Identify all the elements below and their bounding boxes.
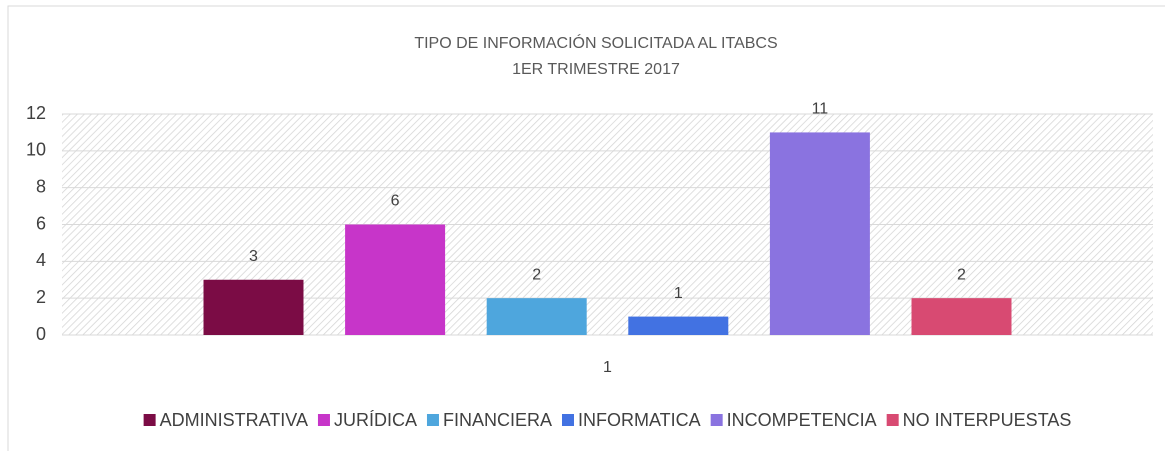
y-tick-label: 4 (36, 250, 46, 270)
bar (486, 298, 587, 335)
legend-label: NO INTERPUESTAS (903, 410, 1072, 430)
legend-label: JURÍDICA (334, 410, 417, 430)
y-tick-label: 2 (36, 287, 46, 307)
y-tick-label: 12 (26, 103, 46, 123)
chart-subtitle: 1ER TRIMESTRE 2017 (512, 61, 680, 78)
data-label: 6 (391, 193, 400, 210)
chart-title: TIPO DE INFORMACIÓN SOLICITADA AL ITABCS (414, 33, 777, 52)
legend-swatch (426, 414, 439, 426)
y-tick-label: 8 (36, 176, 46, 196)
y-tick-label: 0 (36, 324, 46, 344)
data-label: 3 (249, 248, 258, 265)
chart-border (7, 5, 1165, 451)
data-label: 1 (674, 285, 683, 302)
bar (911, 298, 1012, 335)
legend-swatch (317, 414, 330, 426)
y-tick-label: 10 (26, 140, 46, 160)
legend-swatch (561, 414, 574, 426)
legend-label: FINANCIERA (443, 410, 552, 430)
data-label: 2 (957, 266, 966, 283)
legend-swatch (886, 414, 899, 426)
x-tick-label: 1 (603, 359, 612, 376)
bar (628, 316, 729, 335)
legend-label: ADMINISTRATIVA (160, 410, 308, 430)
y-tick-label: 6 (36, 213, 46, 233)
bar (769, 132, 870, 335)
legend-swatch (143, 414, 156, 426)
legend-label: INCOMPETENCIA (727, 410, 877, 430)
bar (345, 224, 446, 335)
legend-label: INFORMATICA (578, 410, 701, 430)
data-label: 2 (532, 266, 541, 283)
data-label: 11 (812, 101, 829, 118)
bar (203, 279, 304, 335)
legend-swatch (710, 414, 723, 426)
